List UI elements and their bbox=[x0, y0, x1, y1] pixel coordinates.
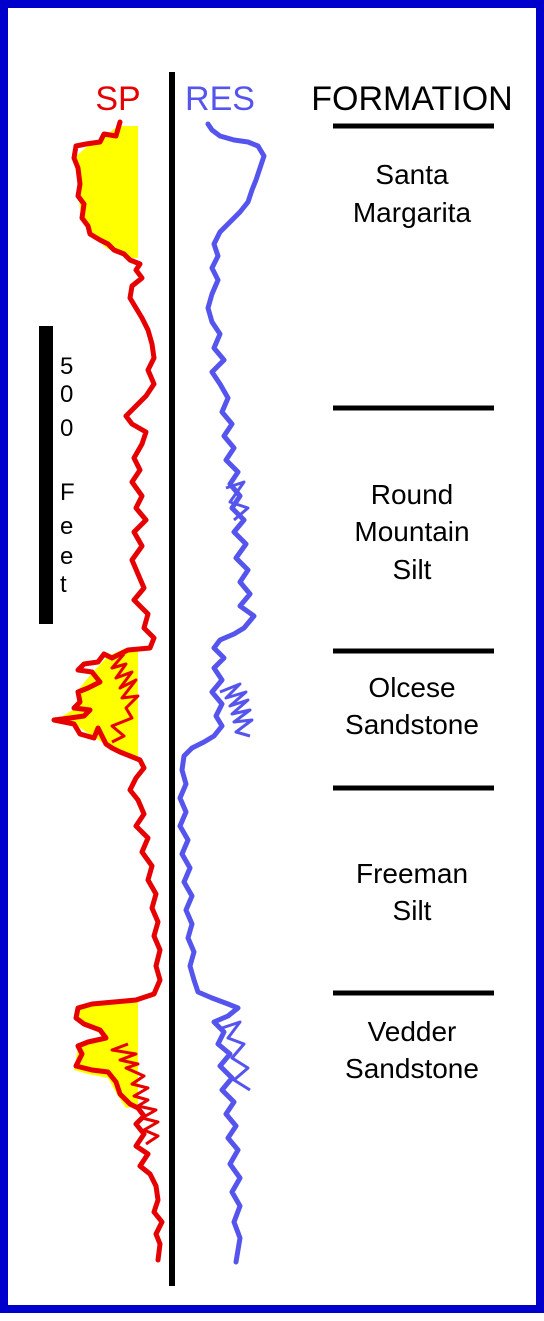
formation-name-line: Silt bbox=[393, 895, 432, 926]
formation-name-line: Santa bbox=[375, 159, 449, 190]
formation-name-line: Vedder bbox=[368, 1016, 457, 1047]
res-spikes bbox=[219, 480, 254, 1092]
well-log-diagram: 5 0 0 F e e t SP RES FORMATION Santa Mar… bbox=[39, 72, 513, 1286]
formation-name-line: Sandstone bbox=[345, 709, 479, 740]
formation-name-line: Margarita bbox=[353, 197, 472, 228]
scale-char: 0 bbox=[60, 415, 73, 442]
formation-header: FORMATION bbox=[311, 80, 512, 118]
scale-char: F bbox=[60, 479, 75, 506]
formation-name-line: Freeman bbox=[356, 858, 468, 889]
sp-spikes bbox=[110, 653, 160, 1146]
scale-char: 0 bbox=[60, 381, 73, 408]
formation-name-line: Sandstone bbox=[345, 1053, 479, 1084]
formation-boundaries bbox=[333, 123, 494, 996]
scale-label: 5 0 0 F e e t bbox=[60, 353, 75, 598]
res-header: RES bbox=[185, 80, 255, 118]
formation-label-olcese-sandstone: Olcese Sandstone bbox=[345, 672, 479, 740]
res-curve bbox=[177, 121, 267, 1265]
scale-char: e bbox=[60, 543, 73, 570]
scale-char: 5 bbox=[60, 353, 73, 380]
formation-label-freeman-silt: Freeman Silt bbox=[356, 858, 468, 926]
sand-fills bbox=[56, 126, 140, 1108]
formation-name-line: Mountain bbox=[354, 516, 469, 547]
sp-header: SP bbox=[95, 80, 140, 118]
formation-name-line: Olcese bbox=[368, 672, 455, 703]
sand-fill-vedder bbox=[74, 1002, 140, 1108]
formation-label-vedder-sandstone: Vedder Sandstone bbox=[345, 1016, 479, 1084]
formation-label-round-mountain-silt: Round Mountain Silt bbox=[354, 479, 469, 585]
formation-name-line: Round bbox=[371, 479, 454, 510]
scale-char: t bbox=[60, 571, 67, 598]
scale-bar bbox=[39, 326, 53, 624]
formation-label-santa-margarita: Santa Margarita bbox=[353, 159, 472, 228]
sp-curve bbox=[51, 119, 165, 1263]
scale-char: e bbox=[60, 513, 73, 540]
formation-name-line: Silt bbox=[393, 554, 432, 585]
